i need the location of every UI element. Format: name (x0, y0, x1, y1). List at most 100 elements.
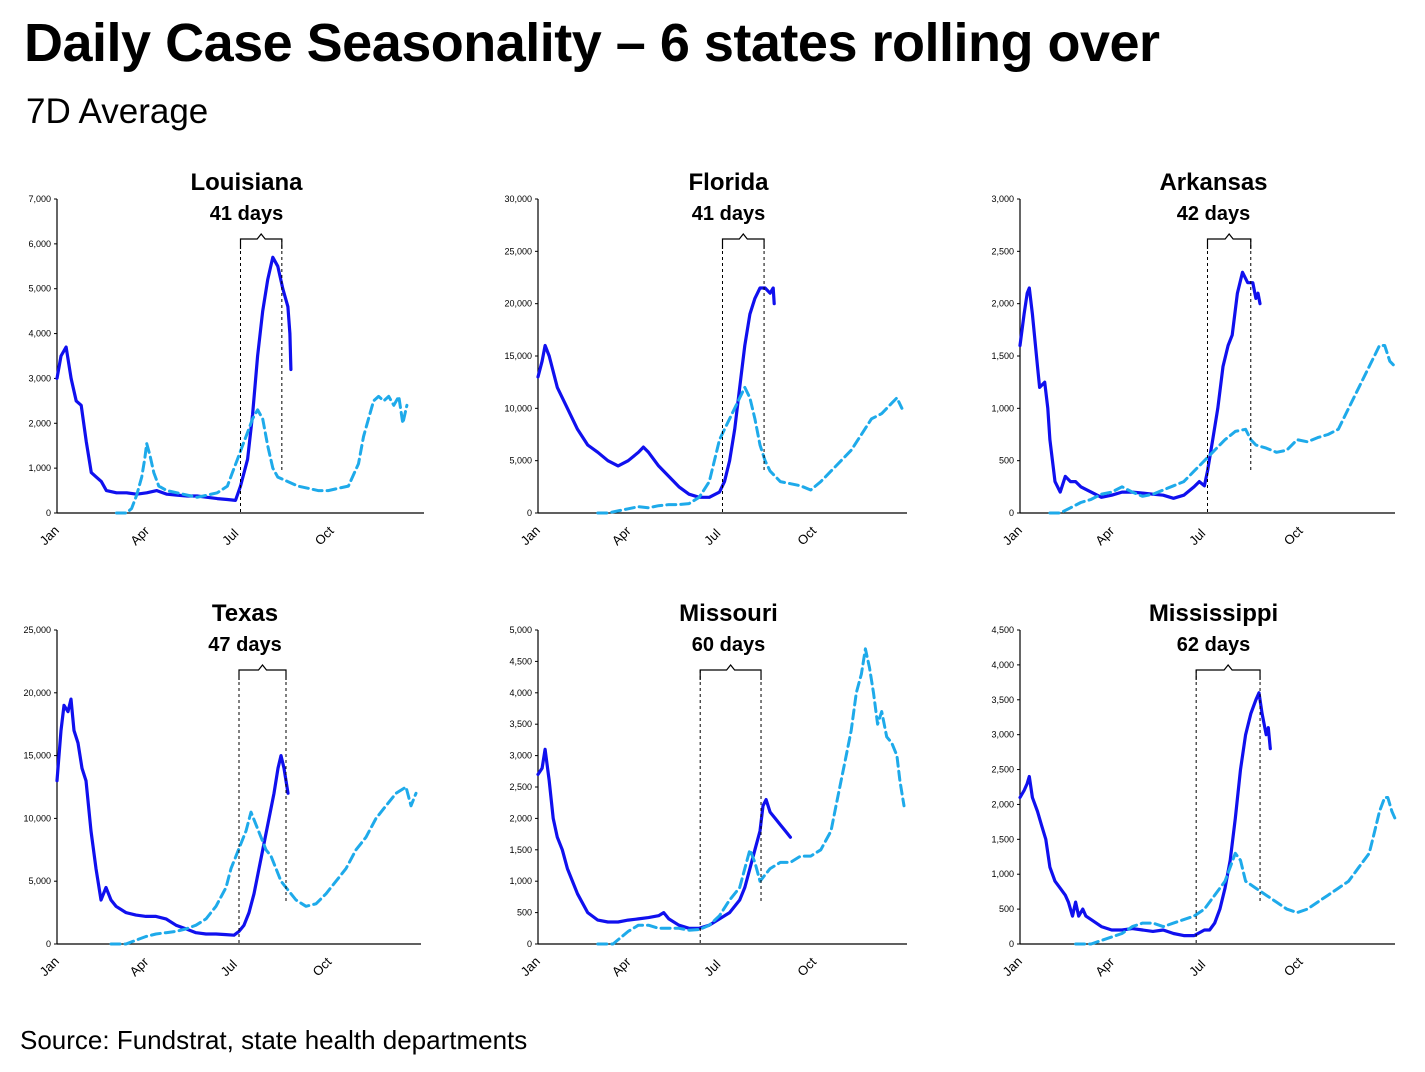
x-tick-label: Apr (609, 954, 634, 979)
days-bracket (1195, 664, 1261, 680)
x-tick-label: Jul (1186, 957, 1208, 979)
chart-title: Florida (688, 169, 769, 196)
chart-title: Arkansas (1159, 169, 1267, 196)
chart-panel: Missouri 0 500 1,000 1,500 2,000 2,500 3,000 3,5… (509, 600, 907, 979)
x-tick-label: Jul (218, 957, 240, 979)
x-tick-label: Jul (701, 526, 723, 548)
x-tick-label: Jul (1186, 526, 1208, 548)
y-tick-label: 6,000 (28, 239, 51, 249)
days-annotation: 42 days (1177, 203, 1250, 225)
y-tick-label: 2,000 (991, 299, 1014, 309)
chart-title: Texas (212, 600, 278, 627)
days-annotation: 41 days (210, 203, 283, 225)
chart-title: Louisiana (190, 169, 303, 196)
y-tick-label: 3,000 (991, 730, 1014, 740)
prior-year-series-line (115, 394, 409, 515)
x-tick-label: Oct (794, 954, 819, 979)
y-tick-label: 1,000 (28, 463, 51, 473)
y-tick-label: 3,000 (509, 751, 532, 761)
prior-year-series-line (1074, 796, 1397, 946)
y-tick-label: 0 (46, 508, 51, 518)
y-tick-label: 10,000 (504, 403, 532, 413)
y-tick-label: 25,000 (504, 246, 532, 256)
y-tick-label: 1,000 (991, 869, 1014, 879)
current-year-series-line (55, 697, 290, 937)
chart-title: Mississippi (1149, 600, 1278, 627)
y-tick-label: 4,000 (991, 660, 1014, 670)
y-tick-label: 4,000 (509, 688, 532, 698)
current-year-series-line (1018, 270, 1262, 500)
y-tick-label: 1,500 (991, 834, 1014, 844)
chart-panel: Arkansas 0 500 1,000 1,500 2,000 2,500 3,000 Jan… (991, 169, 1397, 548)
days-annotation: 62 days (1177, 634, 1250, 656)
y-tick-label: 30,000 (504, 194, 532, 204)
prior-year-series-line (596, 385, 904, 515)
chart-title: Missouri (679, 600, 778, 627)
x-tick-label: Jan (37, 954, 62, 979)
chart-panel: Mississippi 0 500 1,000 1,500 2,000 2,500 3,000… (991, 600, 1397, 979)
x-tick-label: Apr (609, 523, 634, 548)
source-note: Source: Fundstrat, state health departme… (20, 1025, 528, 1055)
x-tick-label: Jan (1000, 523, 1025, 548)
current-year-series-line (55, 255, 293, 502)
y-tick-label: 3,500 (509, 719, 532, 729)
x-tick-label: Jul (219, 526, 241, 548)
x-tick-label: Oct (794, 523, 819, 548)
y-tick-label: 5,000 (509, 456, 532, 466)
y-tick-label: 1,000 (509, 876, 532, 886)
days-bracket (1206, 233, 1252, 249)
x-tick-label: Jan (1000, 954, 1025, 979)
y-tick-label: 500 (999, 456, 1014, 466)
y-tick-label: 25,000 (23, 625, 51, 635)
y-tick-label: 7,000 (28, 194, 51, 204)
x-tick-label: Jan (37, 523, 62, 548)
days-bracket (721, 233, 765, 249)
days-annotation: 41 days (692, 203, 765, 225)
y-tick-label: 500 (517, 908, 532, 918)
y-tick-label: 4,500 (991, 625, 1014, 635)
y-tick-label: 500 (999, 904, 1014, 914)
x-tick-label: Apr (127, 523, 152, 548)
y-tick-label: 1,000 (991, 403, 1014, 413)
x-tick-label: Jul (701, 957, 723, 979)
days-bracket (699, 664, 762, 680)
y-tick-label: 15,000 (504, 351, 532, 361)
y-tick-label: 3,500 (991, 695, 1014, 705)
x-tick-label: Oct (1281, 523, 1306, 548)
prior-year-series-line (596, 647, 906, 946)
y-tick-label: 4,000 (28, 329, 51, 339)
prior-year-series-line (109, 785, 418, 946)
chart-panel: Texas 0 5,000 10,000 15,000 20,000 25,000 Jan Ap… (23, 600, 421, 979)
page-title: Daily Case Seasonality – 6 states rollin… (24, 13, 1160, 73)
x-tick-label: Oct (312, 523, 337, 548)
current-year-series-line (536, 747, 793, 930)
current-year-series-line (536, 286, 776, 499)
x-tick-label: Jan (518, 954, 543, 979)
x-tick-label: Jan (518, 523, 543, 548)
y-tick-label: 5,000 (509, 625, 532, 635)
y-tick-label: 0 (527, 508, 532, 518)
y-tick-label: 5,000 (28, 284, 51, 294)
y-tick-label: 15,000 (23, 751, 51, 761)
y-tick-label: 0 (1009, 508, 1014, 518)
y-tick-label: 5,000 (28, 876, 51, 886)
y-tick-label: 3,000 (28, 373, 51, 383)
prior-year-series-line (1048, 344, 1397, 515)
y-tick-label: 1,500 (509, 845, 532, 855)
x-tick-label: Oct (310, 954, 335, 979)
y-tick-label: 2,000 (509, 813, 532, 823)
y-tick-label: 2,000 (991, 799, 1014, 809)
chart-panel: Louisiana 0 1,000 2,000 3,000 4,000 5,000 6,000… (28, 169, 424, 548)
current-year-series-line (1018, 691, 1272, 938)
y-tick-label: 2,500 (991, 765, 1014, 775)
y-tick-label: 2,500 (509, 782, 532, 792)
x-tick-label: Apr (127, 954, 152, 979)
days-bracket (238, 664, 287, 680)
x-tick-label: Oct (1281, 954, 1306, 979)
y-tick-label: 1,500 (991, 351, 1014, 361)
y-tick-label: 20,000 (23, 688, 51, 698)
days-bracket (239, 233, 283, 249)
days-annotation: 60 days (692, 634, 765, 656)
days-annotation: 47 days (208, 634, 281, 656)
